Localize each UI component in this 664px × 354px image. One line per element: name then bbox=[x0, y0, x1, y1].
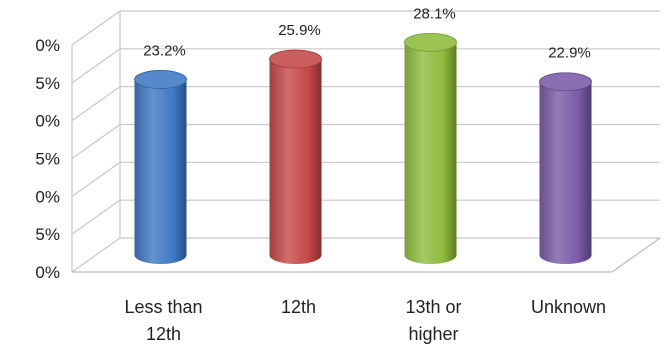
data-label: 25.9% bbox=[278, 22, 321, 39]
data-labels: 23.2% 25.9% 28.1% 22.9% bbox=[143, 5, 591, 61]
category-label: 13th or higher bbox=[405, 297, 461, 344]
data-label: 28.1% bbox=[413, 5, 456, 22]
bar-top bbox=[404, 32, 457, 52]
bar-body bbox=[404, 42, 457, 265]
gridline-wall bbox=[71, 48, 121, 84]
bar bbox=[269, 49, 322, 265]
y-axis-ticks: 0% 5% 0% 5% 0% 5% 0% bbox=[35, 36, 60, 282]
gridline-wall bbox=[71, 10, 121, 46]
y-tick-label: 5% bbox=[35, 150, 60, 169]
category-label: Unknown bbox=[531, 297, 606, 317]
floor-edge bbox=[611, 237, 661, 273]
bar-top bbox=[134, 70, 187, 89]
bar-top bbox=[269, 49, 322, 69]
y-tick-label: 0% bbox=[35, 112, 60, 131]
category-label: 12th bbox=[281, 297, 316, 317]
grid-lines bbox=[71, 10, 661, 273]
y-tick-label: 0% bbox=[35, 36, 60, 55]
bar bbox=[539, 72, 592, 265]
bar bbox=[404, 32, 457, 265]
gridline-wall bbox=[71, 199, 121, 235]
data-label: 22.9% bbox=[548, 45, 591, 62]
x-axis-categories: Less than 12th 12th 13th or higher Unknown bbox=[124, 297, 606, 344]
data-label: 23.2% bbox=[143, 42, 186, 59]
gridline-wall bbox=[71, 86, 121, 122]
bar-body bbox=[134, 79, 187, 264]
bar bbox=[134, 70, 187, 264]
gridline-wall bbox=[71, 161, 121, 197]
category-label: Less than 12th bbox=[124, 297, 202, 344]
gridline-wall bbox=[71, 124, 121, 159]
bars bbox=[134, 32, 592, 265]
y-tick-label: 0% bbox=[35, 263, 60, 282]
gridline-wall bbox=[71, 237, 121, 273]
bar-top bbox=[539, 72, 592, 92]
bar-body bbox=[269, 59, 322, 265]
bar-body bbox=[539, 81, 592, 265]
y-tick-label: 5% bbox=[35, 225, 60, 244]
y-tick-label: 0% bbox=[35, 187, 60, 206]
y-tick-label: 5% bbox=[35, 74, 60, 93]
